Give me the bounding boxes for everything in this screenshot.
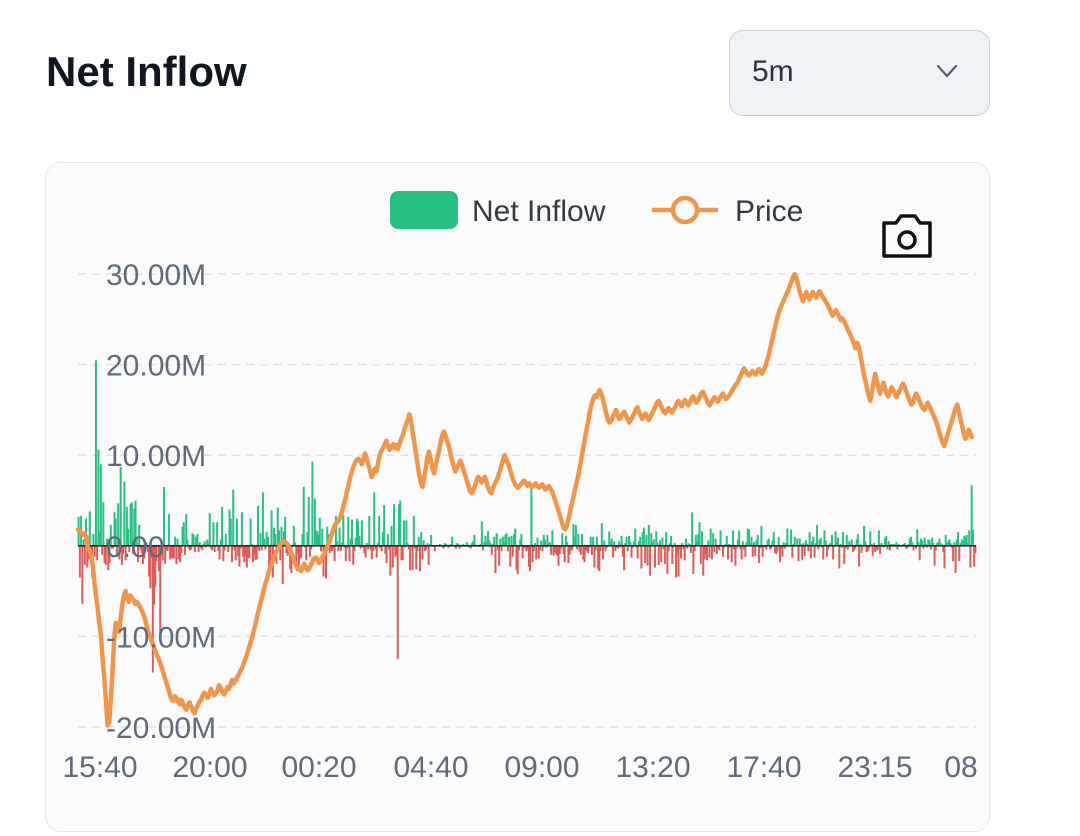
- chart-card: 30.00M 20.00M 10.00M 0.00 -10.00M -20.00M 15:4…: [45, 162, 990, 832]
- x-tick-label: 20:00: [172, 751, 247, 784]
- x-tick-label: 04:40: [393, 751, 468, 784]
- y-tick-label: -10.00M: [106, 621, 216, 654]
- x-tick-label: 09:00: [504, 751, 579, 784]
- y-tick-label: -20.00M: [106, 712, 216, 745]
- x-tick-label: 17:40: [726, 751, 801, 784]
- legend-price-marker[interactable]: [670, 195, 700, 225]
- x-tick-label: 15:40: [62, 751, 137, 784]
- legend-price-label: Price: [735, 195, 803, 228]
- interval-value: 5m: [752, 55, 794, 88]
- x-tick-label: 13:20: [615, 751, 690, 784]
- price-line: [75, 271, 975, 728]
- net-inflow-chart: 30.00M 20.00M 10.00M 0.00 -10.00M -20.00M 15:4…: [62, 191, 978, 784]
- chevron-down-icon: [936, 64, 958, 78]
- legend-net-inflow-label: Net Inflow: [472, 195, 606, 228]
- y-tick-label: 0.00: [106, 531, 164, 564]
- x-tick-label: 00:20: [281, 751, 356, 784]
- y-tick-label: 20.00M: [106, 350, 206, 383]
- y-tick-label: 30.00M: [106, 259, 206, 292]
- legend-net-inflow-swatch[interactable]: [390, 191, 458, 229]
- interval-dropdown[interactable]: 5m: [729, 30, 990, 116]
- x-tick-label: 08: [944, 751, 977, 784]
- camera-icon[interactable]: [882, 214, 932, 258]
- x-tick-label: 23:15: [837, 751, 912, 784]
- y-tick-label: 10.00M: [106, 440, 206, 473]
- page-title: Net Inflow: [46, 48, 247, 95]
